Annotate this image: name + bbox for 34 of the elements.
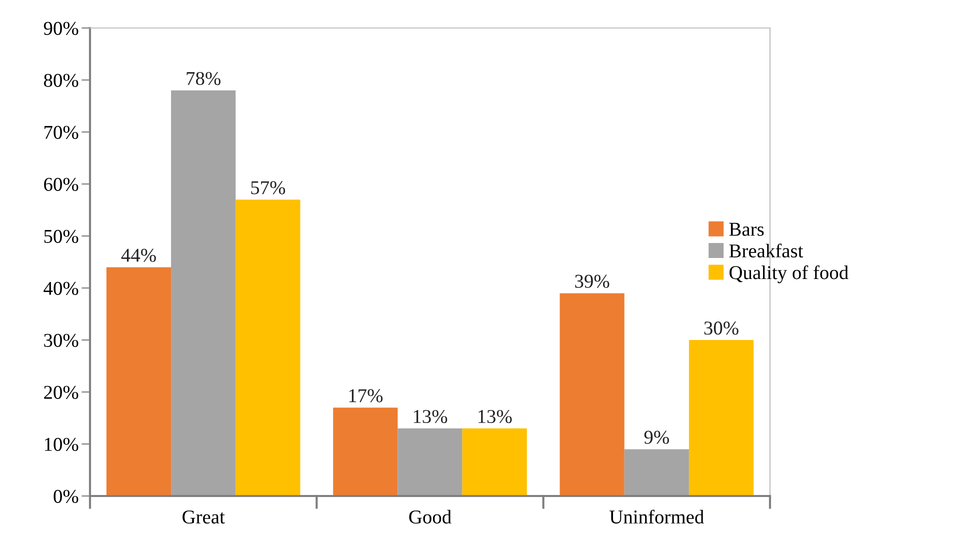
data-label: 9% xyxy=(644,430,669,444)
y-tick-label: 70% xyxy=(44,126,78,139)
bar xyxy=(236,200,300,496)
legend-label: Breakfast xyxy=(729,244,804,258)
y-tick-label: 50% xyxy=(44,230,78,243)
y-tick-label: 60% xyxy=(44,178,78,191)
legend-label: Bars xyxy=(729,222,764,236)
bar xyxy=(171,90,236,496)
bar xyxy=(106,267,172,496)
data-label: 39% xyxy=(575,274,610,288)
bar xyxy=(560,293,624,496)
y-tick-label: 90% xyxy=(44,22,78,35)
x-tick-label: Good xyxy=(409,510,452,524)
data-label: 13% xyxy=(414,410,448,424)
x-tick-label: Great xyxy=(182,510,225,524)
data-label: 13% xyxy=(478,410,512,424)
data-label: 17% xyxy=(349,389,383,402)
data-label: 57% xyxy=(251,181,286,194)
legend-label: Quality of food xyxy=(730,265,848,284)
bar xyxy=(398,428,462,496)
bar xyxy=(624,449,689,496)
data-label: 30% xyxy=(704,322,738,335)
bar xyxy=(333,408,398,496)
bar xyxy=(462,428,527,496)
y-tick-label: 0% xyxy=(54,490,78,503)
y-tick-label: 20% xyxy=(44,386,78,399)
y-tick-label: 40% xyxy=(44,282,78,295)
x-tick-label: Uninformed xyxy=(610,510,704,524)
y-tick-label: 30% xyxy=(44,334,78,347)
y-tick-label: 10% xyxy=(44,438,78,451)
y-tick-label: 80% xyxy=(44,74,78,87)
data-label: 78% xyxy=(186,72,220,86)
data-label: 44% xyxy=(121,248,156,262)
bar xyxy=(688,340,754,496)
